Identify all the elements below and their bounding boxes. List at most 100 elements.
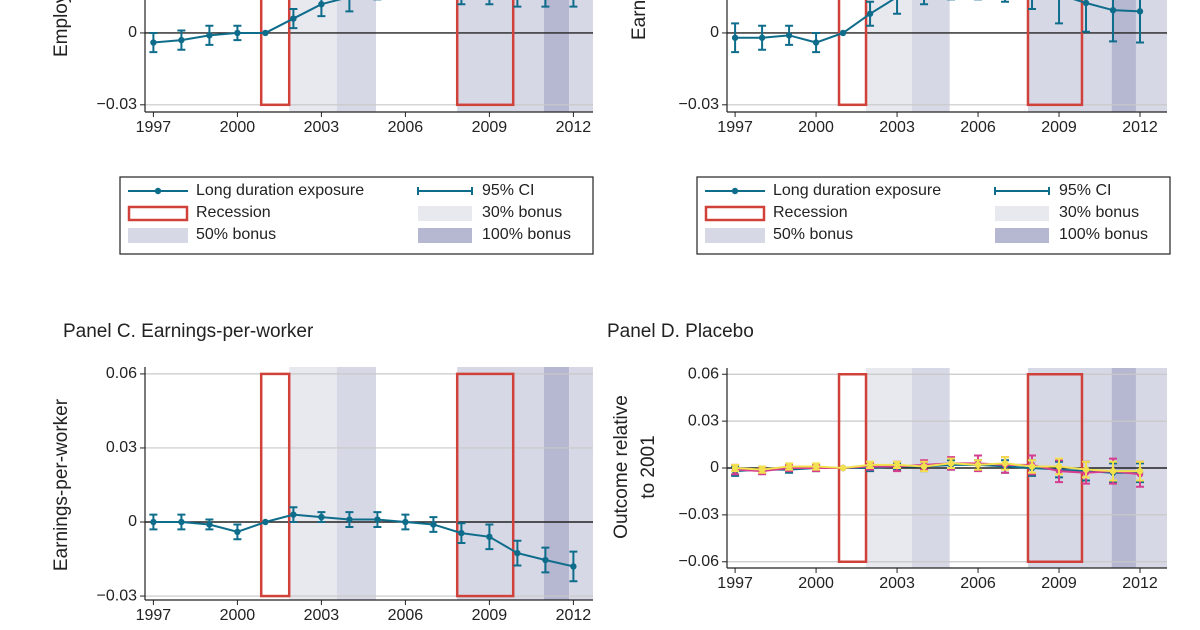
bonus-band: [289, 0, 337, 112]
error-bar: [1055, 0, 1064, 25]
bonus-band: [544, 0, 570, 112]
data-point: [893, 461, 901, 469]
error-bar: [1028, 0, 1037, 10]
legend-box: [696, 176, 1171, 255]
data-point: [785, 463, 793, 470]
bonus-band: [569, 367, 593, 600]
y-tick-label: −0.03: [679, 96, 720, 113]
bonus-band: [911, 0, 950, 112]
bonus-band: [1111, 0, 1136, 112]
series-line: [735, 0, 1141, 44]
x-tick-label: 2012: [1122, 119, 1158, 136]
legend-ci: [994, 187, 1050, 195]
legend-label: 30% bonus: [1059, 204, 1139, 221]
data-point: [731, 464, 739, 472]
legend-dot: [731, 187, 739, 195]
data-point: [947, 460, 955, 467]
data-point: [785, 32, 793, 39]
x-tick-label: 1997: [136, 607, 172, 624]
error-bar: [541, 0, 550, 8]
error-bar: [345, 0, 354, 13]
legend-swatch: [995, 228, 1049, 243]
legend-label: Long duration exposure: [196, 182, 364, 199]
data-point: [290, 15, 297, 22]
data-point: [458, 529, 465, 537]
x-tick-label: 2009: [472, 607, 508, 624]
legend-swatch: [418, 228, 472, 243]
data-point: [812, 463, 820, 470]
data-point: [1109, 467, 1117, 475]
series-line: [153, 0, 342, 44]
panel-title: Panel D. Placebo: [607, 321, 754, 342]
data-point: [920, 463, 928, 470]
legend-box: [119, 176, 594, 255]
data-point: [514, 549, 521, 557]
legend-dot: [154, 187, 162, 195]
panel: −0.03 0 1997 2000 2003 2006 2009 2012 Employment…: [51, 0, 594, 255]
data-point: [866, 461, 874, 469]
error-bar: [1001, 0, 1010, 3]
data-point: [812, 39, 820, 46]
data-point: [1001, 460, 1009, 467]
x-tick-label: 2012: [1122, 575, 1158, 592]
legend-label: 50% bonus: [773, 226, 853, 243]
data-point: [262, 518, 269, 526]
y-axis-label: Earnings-per-worker: [51, 398, 72, 571]
legend-swatch: [995, 206, 1049, 221]
data-point: [486, 533, 493, 541]
y-tick-label: 0.06: [106, 365, 137, 382]
data-point: [1082, 0, 1090, 7]
error-bar: [893, 0, 902, 15]
panel: −0.06 −0.03 0 0.03 0.06 1997 2000 2003 2006 2009 2…: [607, 321, 1167, 592]
error-bar: [485, 0, 494, 6]
x-tick-label: 2006: [388, 607, 424, 624]
legend-recession: [704, 205, 766, 222]
series-line: [153, 513, 574, 568]
bonus-band: [866, 0, 912, 112]
x-tick-label: 2006: [388, 119, 424, 136]
x-tick-label: 2003: [304, 607, 340, 624]
recession-box: [455, 0, 515, 107]
data-point: [542, 556, 549, 564]
x-tick-label: 2012: [556, 607, 592, 624]
bonus-band: [1027, 0, 1112, 112]
data-point: [346, 516, 353, 523]
y-axis-label: to 2001: [638, 435, 659, 498]
data-point: [866, 10, 874, 17]
legend-label: 95% CI: [1059, 182, 1111, 199]
legend-label: 95% CI: [482, 182, 534, 199]
data-point: [1028, 463, 1036, 470]
data-point: [758, 466, 766, 473]
error-bar: [513, 0, 522, 8]
data-point: [150, 518, 157, 526]
x-tick-label: 2012: [556, 119, 592, 136]
legend-label: Recession: [773, 204, 848, 221]
x-tick-label: 2003: [304, 119, 340, 136]
x-tick-label: 2009: [472, 119, 508, 136]
data-point: [758, 34, 766, 41]
data-point: [290, 511, 297, 518]
y-tick-label: −0.03: [97, 96, 138, 113]
data-point: [402, 518, 409, 526]
legend-label: Recession: [196, 204, 271, 221]
data-point: [1136, 8, 1144, 15]
x-tick-label: 2009: [1041, 575, 1077, 592]
x-tick-label: 2000: [798, 119, 834, 136]
data-point: [234, 528, 241, 536]
data-point: [731, 34, 739, 41]
y-tick-label: 0.03: [106, 439, 137, 456]
panel: −0.03 0 0.03 0.06 1997 2000 2003 2006 2009 2012 Ea…: [51, 321, 593, 624]
bonus-band: [457, 0, 544, 112]
recession-box: [455, 372, 515, 598]
y-tick-label: −0.03: [97, 587, 138, 604]
data-point: [1109, 6, 1117, 14]
x-tick-label: 2000: [220, 119, 256, 136]
x-tick-label: 2000: [220, 607, 256, 624]
recession-box: [259, 0, 291, 107]
x-tick-label: 2000: [798, 575, 834, 592]
legend-recession: [127, 205, 189, 222]
x-tick-label: 1997: [717, 575, 753, 592]
x-tick-label: 1997: [717, 119, 753, 136]
legend-swatch: [128, 228, 188, 243]
